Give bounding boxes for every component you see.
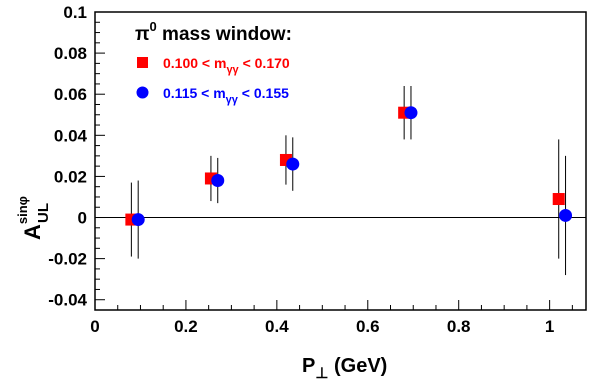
y-tick-label: 0: [78, 209, 87, 228]
x-axis-ticks: 0 0.2 0.4 0.6 0.8 1: [90, 300, 573, 336]
y-tick-label: 0.1: [63, 3, 87, 22]
legend-series-2-label: 0.115 < mγγ < 0.155: [163, 85, 289, 106]
x-tick-label: 0: [90, 317, 99, 336]
y-tick-label: 0.06: [54, 85, 87, 104]
y-tick-label: 0.08: [54, 44, 87, 63]
data-point-circle: [559, 208, 573, 222]
y-axis-ticks: 0.1 0.08 0.06 0.04 0.02 0 -0.02 -0.04: [48, 3, 105, 310]
x-tick-label: 1: [545, 317, 554, 336]
y-tick-label: -0.02: [48, 250, 87, 269]
x-tick-label: 0.2: [174, 317, 198, 336]
y-tick-label: -0.04: [48, 291, 87, 310]
plot-frame: [94, 11, 587, 311]
legend-title: π0 mass window:: [135, 19, 292, 45]
y-axis-label: Asinφ UL: [15, 196, 52, 240]
x-tick-label: 0.8: [447, 317, 471, 336]
data-points: [125, 85, 573, 276]
legend-circle-marker: [136, 86, 149, 99]
x-axis-label: P⊥ (GeV): [302, 355, 387, 380]
legend-square-marker: [137, 57, 148, 68]
data-point-circle: [131, 213, 145, 227]
data-point-circle: [404, 106, 418, 120]
data-point-circle: [211, 174, 225, 188]
x-tick-label: 0.4: [265, 317, 289, 336]
legend: π0 mass window: 0.100 < mγγ < 0.170 0.11…: [135, 19, 292, 106]
legend-series-1-label: 0.100 < mγγ < 0.170: [163, 55, 290, 76]
data-point-square: [125, 213, 138, 226]
x-tick-label: 0.6: [356, 317, 380, 336]
data-point-circle: [286, 157, 300, 171]
data-point-square: [552, 193, 565, 206]
y-tick-label: 0.02: [54, 167, 87, 186]
y-tick-label: 0.04: [54, 126, 88, 145]
